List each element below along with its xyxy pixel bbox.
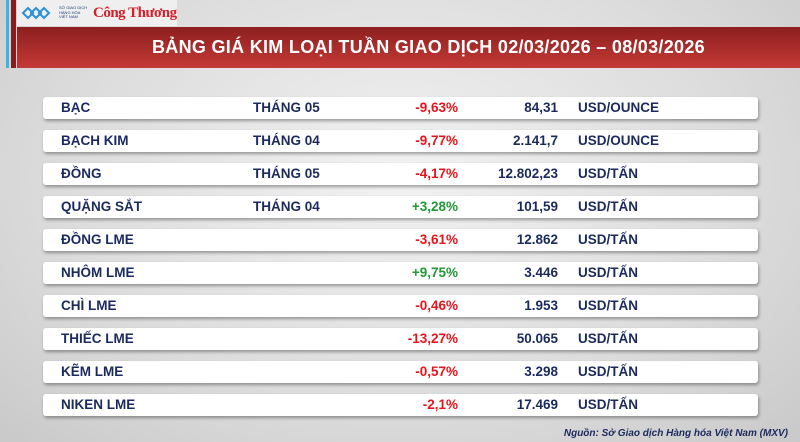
metal-name: ĐỒNG	[61, 166, 102, 181]
metal-name: ĐỒNG LME	[61, 232, 134, 247]
brand-logo: Công Thương	[93, 4, 177, 21]
contract-month: THÁNG 04	[253, 199, 320, 214]
metal-name: BẠC	[61, 100, 91, 115]
table-row: ĐỒNG THÁNG 05 -4,17% 12.802,23 USD/TẤN	[43, 163, 758, 185]
price-unit: USD/TẤN	[578, 199, 638, 214]
price-unit: USD/OUNCE	[578, 100, 660, 115]
change-percent: -2,1%	[422, 397, 458, 412]
contract-month: THÁNG 04	[253, 133, 320, 148]
price-unit: USD/TẤN	[578, 232, 638, 247]
title-banner: BẢNG GIÁ KIM LOẠI TUẦN GIAO DỊCH 02/03/2…	[17, 27, 800, 68]
metal-name: CHÌ LME	[61, 298, 117, 313]
price-unit: USD/TẤN	[578, 166, 638, 181]
mxv-logo-icon	[21, 6, 55, 20]
price-value: 3.298	[524, 364, 558, 379]
table-row: CHÌ LME -0,46% 1.953 USD/TẤN	[43, 295, 758, 317]
price-unit: USD/TẤN	[578, 364, 638, 379]
metal-name: THIẾC LME	[61, 331, 134, 346]
table-row: NHÔM LME +9,75% 3.446 USD/TẤN	[43, 262, 758, 284]
price-unit: USD/OUNCE	[578, 133, 660, 148]
table-row: THIẾC LME -13,27% 50.065 USD/TẤN	[43, 328, 758, 350]
table-row: ĐỒNG LME -3,61% 12.862 USD/TẤN	[43, 229, 758, 251]
change-percent: -13,27%	[407, 331, 458, 346]
source-note: Nguồn: Sở Giao dịch Hàng hóa Việt Nam (M…	[563, 428, 788, 439]
price-value: 3.446	[524, 265, 558, 280]
metal-name: NHÔM LME	[61, 265, 135, 280]
price-value: 50.065	[516, 331, 558, 346]
table-row: QUẶNG SẮT THÁNG 04 +3,28% 101,59 USD/TẤN	[43, 196, 758, 218]
price-unit: USD/TẤN	[578, 298, 638, 313]
metal-name: QUẶNG SẮT	[61, 199, 142, 214]
table-row: BẠCH KIM THÁNG 04 -9,77% 2.141,7 USD/OUNCE	[43, 130, 758, 152]
price-value: 84,31	[524, 100, 558, 115]
table-row: BẠC THÁNG 05 -9,63% 84,31 USD/OUNCE	[43, 97, 758, 119]
price-value: 17.469	[516, 397, 558, 412]
change-percent: -9,77%	[415, 133, 458, 148]
metal-name: BẠCH KIM	[61, 133, 129, 148]
price-unit: USD/TẤN	[578, 265, 638, 280]
price-value: 12.802,23	[497, 166, 558, 181]
table-row: NIKEN LME -2,1% 17.469 USD/TẤN	[43, 394, 758, 416]
metal-name: NIKEN LME	[61, 397, 136, 412]
change-percent: -4,17%	[415, 166, 458, 181]
change-percent: -0,46%	[415, 298, 458, 313]
decor-strip-red	[11, 0, 16, 68]
price-unit: USD/TẤN	[578, 331, 638, 346]
change-percent: +9,75%	[411, 265, 458, 280]
change-percent: -0,57%	[415, 364, 458, 379]
logo-area: SỞ GIAO DỊCH HÀNG HÓA VIỆT NAM Công Thươ…	[17, 0, 177, 26]
exchange-logo-text: SỞ GIAO DỊCH HÀNG HÓA VIỆT NAM	[59, 5, 88, 20]
change-percent: +3,28%	[411, 199, 458, 214]
price-value: 2.141,7	[512, 133, 558, 148]
contract-month: THÁNG 05	[253, 166, 320, 181]
table-row: KẼM LME -0,57% 3.298 USD/TẤN	[43, 361, 758, 383]
decor-strip-blue	[6, 0, 9, 68]
contract-month: THÁNG 05	[253, 100, 320, 115]
price-unit: USD/TẤN	[578, 397, 638, 412]
price-value: 12.862	[516, 232, 558, 247]
page-title: BẢNG GIÁ KIM LOẠI TUẦN GIAO DỊCH 02/03/2…	[152, 37, 705, 57]
change-percent: -9,63%	[415, 100, 458, 115]
metal-name: KẼM LME	[61, 364, 124, 379]
change-percent: -3,61%	[415, 232, 458, 247]
price-value: 101,59	[516, 199, 558, 214]
price-value: 1.953	[524, 298, 558, 313]
